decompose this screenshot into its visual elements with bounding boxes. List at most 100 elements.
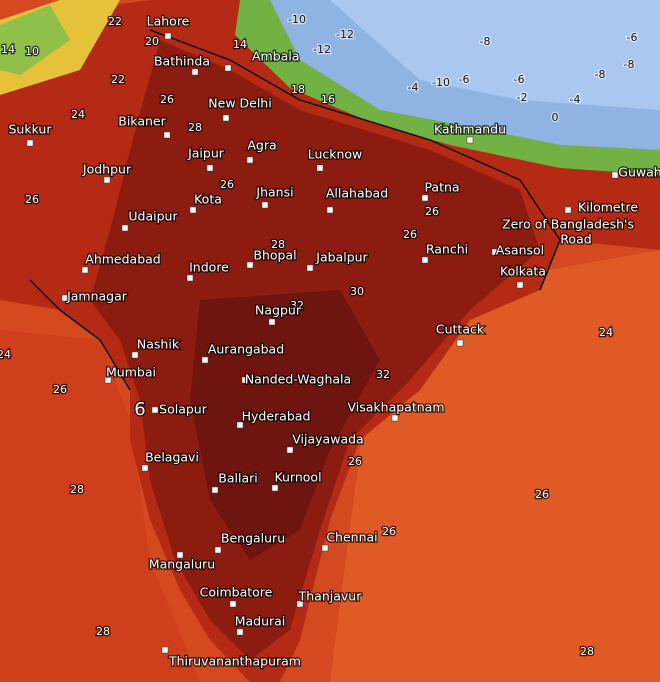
city-label: Kilometre xyxy=(578,200,638,215)
city-marker xyxy=(81,266,89,274)
city-label: Cuttack xyxy=(436,322,485,337)
contour-label: 32 xyxy=(290,299,304,312)
city-marker xyxy=(164,32,172,40)
contour-label: -6 xyxy=(459,73,470,86)
contour-label: 18 xyxy=(291,83,305,96)
city-label: Lucknow xyxy=(308,147,363,162)
city-marker xyxy=(316,164,324,172)
city-label: Ballari xyxy=(218,471,257,486)
city-label: Chennai xyxy=(326,530,377,545)
contour-label: 26 xyxy=(403,228,417,241)
city-label: Madurai xyxy=(235,614,286,629)
city-label: Ranchi xyxy=(426,242,468,257)
city-marker xyxy=(236,628,244,636)
contour-label: -8 xyxy=(624,58,635,71)
contour-label: -10 xyxy=(288,13,306,26)
city-marker xyxy=(321,544,329,552)
contour-label: 28 xyxy=(96,625,110,638)
arabian-sea xyxy=(0,330,200,682)
contour-label: 26 xyxy=(425,205,439,218)
contour-label: 28 xyxy=(188,121,202,134)
city-label: Jhansi xyxy=(255,185,293,200)
contour-label: 14 xyxy=(1,43,15,56)
city-marker xyxy=(421,256,429,264)
contour-label: 20 xyxy=(145,35,159,48)
city-label: Bathinda xyxy=(154,54,210,69)
city-marker xyxy=(241,376,249,384)
city-marker xyxy=(391,414,399,422)
contour-label: 10 xyxy=(25,45,39,58)
contour-label: -12 xyxy=(336,28,354,41)
city-marker xyxy=(103,176,111,184)
city-marker xyxy=(104,376,112,384)
city-label: Nanded-Waghala xyxy=(245,372,351,387)
city-marker xyxy=(491,248,499,256)
city-marker xyxy=(456,339,464,347)
contour-label: 28 xyxy=(580,645,594,658)
contour-label: -2 xyxy=(517,91,528,104)
city-marker xyxy=(201,356,209,364)
contour-label: -10 xyxy=(432,76,450,89)
contour-label: 26 xyxy=(53,383,67,396)
city-marker xyxy=(222,114,230,122)
green-north-west xyxy=(0,5,70,75)
city-label: New Delhi xyxy=(208,96,271,111)
city-label: Agra xyxy=(247,138,276,153)
city-marker xyxy=(286,446,294,454)
city-marker xyxy=(61,294,69,302)
border-line xyxy=(29,29,561,391)
city-marker xyxy=(326,206,334,214)
himalaya-band xyxy=(235,0,660,175)
contour-label: 26 xyxy=(535,488,549,501)
city-marker xyxy=(151,406,159,414)
contour-label: 26 xyxy=(382,525,396,538)
contour-label: 22 xyxy=(111,73,125,86)
city-marker xyxy=(229,600,237,608)
city-label: Udaipur xyxy=(128,209,178,224)
city-marker xyxy=(121,224,129,232)
city-marker xyxy=(236,421,244,429)
contour-label: 0 xyxy=(552,111,559,124)
contour-label: 24 xyxy=(599,326,613,339)
city-marker xyxy=(176,551,184,559)
contour-label: -8 xyxy=(480,35,491,48)
city-marker xyxy=(211,486,219,494)
city-label: Patna xyxy=(424,180,459,195)
city-label: Asansol xyxy=(496,243,544,258)
city-marker xyxy=(206,164,214,172)
city-label: Kurnool xyxy=(274,470,321,485)
city-label: Kota xyxy=(194,192,222,207)
city-label: Belagavi xyxy=(145,450,199,465)
city-marker xyxy=(564,206,572,214)
contour-label: -4 xyxy=(408,81,419,94)
contour-label: -4 xyxy=(570,93,581,106)
contour-label: 14 xyxy=(233,38,247,51)
city-label: Jodhpur xyxy=(82,162,132,177)
contour-label: 32 xyxy=(376,368,390,381)
city-marker xyxy=(141,464,149,472)
city-marker xyxy=(186,274,194,282)
city-marker xyxy=(131,351,139,359)
city-label: Hyderabad xyxy=(242,409,311,424)
contour-label: 26 xyxy=(160,93,174,106)
city-marker xyxy=(163,131,171,139)
city-marker xyxy=(271,484,279,492)
city-label: Zero of Bangladesh's xyxy=(502,217,634,232)
contour-label: 22 xyxy=(108,15,122,28)
city-label: Jamnagar xyxy=(66,289,128,304)
city-marker xyxy=(466,136,474,144)
contour-label: 26 xyxy=(348,455,362,468)
city-label: Indore xyxy=(189,260,229,275)
contour-label: 30 xyxy=(350,285,364,298)
city-label: Mangaluru xyxy=(149,557,215,572)
city-label: Thanjavur xyxy=(298,589,363,604)
city-label: Coimbatore xyxy=(200,585,273,600)
city-marker xyxy=(516,281,524,289)
city-label: Thiruvananthapuram xyxy=(168,654,301,669)
city-label: Road xyxy=(560,232,591,247)
city-marker xyxy=(296,600,304,608)
city-label: Bengaluru xyxy=(221,531,285,546)
city-marker xyxy=(214,546,222,554)
city-marker xyxy=(306,264,314,272)
